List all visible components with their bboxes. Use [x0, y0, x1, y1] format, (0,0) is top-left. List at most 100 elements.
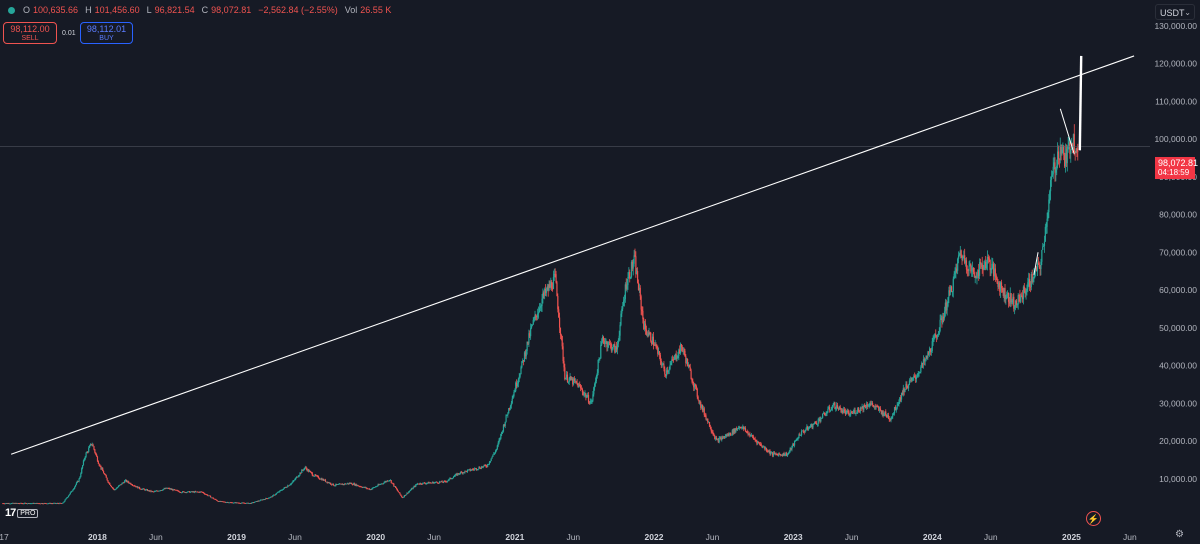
candle-body — [421, 484, 423, 485]
candle-body — [263, 499, 265, 501]
candle-body — [133, 485, 135, 487]
candle-body — [1060, 145, 1062, 154]
candle-body — [1073, 134, 1075, 153]
candle-body — [400, 494, 402, 496]
candle-body — [827, 408, 829, 413]
candle-body — [251, 502, 253, 504]
candle-body — [46, 503, 49, 505]
candle-body — [994, 268, 996, 276]
candle-body — [479, 467, 481, 469]
candle-body — [430, 482, 432, 484]
candle-body — [35, 503, 37, 504]
time-axis[interactable]: 17 2018 Jun 2019 Jun 2020 Jun 2021 Jun 2022 Jun 202… — [0, 532, 1137, 542]
candle-body — [1072, 134, 1075, 150]
candle-body — [930, 350, 932, 353]
candle-body — [398, 492, 400, 493]
time-tick-label: Jun — [984, 532, 998, 542]
candle-body — [389, 480, 391, 481]
currency-select[interactable]: USDT ⌄ — [1155, 4, 1195, 20]
candle-body — [786, 454, 789, 456]
candle-body — [22, 503, 24, 505]
candle-body — [860, 407, 862, 409]
candle-body — [316, 475, 318, 477]
candle-body — [119, 484, 121, 486]
candle-body — [985, 261, 987, 269]
candle-body — [148, 490, 150, 492]
candle-body — [1028, 279, 1030, 283]
candle-body — [663, 364, 665, 369]
candle-body — [283, 487, 285, 489]
candle-body — [1047, 212, 1049, 219]
candle-body — [116, 487, 118, 489]
candle-body — [305, 467, 307, 469]
candle-body — [355, 483, 357, 486]
candle-body — [569, 376, 571, 379]
candle-body — [95, 452, 97, 455]
price-tick-label: 20,000.00 — [1159, 436, 1197, 446]
candle-body — [894, 407, 897, 411]
candle-body — [158, 490, 160, 492]
candle-body — [231, 502, 233, 504]
candle-body — [921, 362, 924, 365]
candle-body — [797, 438, 799, 440]
candle-body — [23, 503, 25, 505]
candle-body — [816, 423, 818, 425]
candle-body — [979, 262, 982, 265]
candle-body — [875, 405, 877, 407]
candle-body — [690, 370, 692, 380]
candle-body — [763, 446, 765, 448]
candle-body — [883, 414, 885, 416]
candle-body — [917, 373, 919, 376]
candle-body — [390, 480, 392, 483]
price-axis[interactable]: 10,000.00 20,000.00 30,000.00 40,000.00 50,0… — [1150, 0, 1200, 544]
candle-body — [697, 396, 699, 400]
candle-body — [75, 482, 78, 485]
trading-view-logo-icon[interactable]: 17 PRO — [5, 506, 50, 520]
candle-body — [936, 335, 938, 338]
candle-body — [558, 317, 561, 328]
gear-icon[interactable]: ⚙ — [1175, 529, 1184, 540]
candle-body — [580, 388, 583, 390]
candle-body — [451, 478, 453, 480]
candle-body — [160, 490, 163, 491]
lightning-icon[interactable]: ⚡ — [1086, 511, 1101, 526]
candle-body — [632, 263, 634, 269]
candle-body — [680, 344, 683, 348]
candle-body — [432, 482, 434, 484]
candle-body — [117, 487, 119, 488]
candle-body — [617, 340, 619, 344]
candle-body — [173, 489, 175, 491]
candle-body — [44, 503, 46, 504]
sell-button[interactable]: 98,112.00 SELL — [3, 22, 57, 44]
candle-body — [129, 483, 131, 484]
sell-price: 98,112.00 — [10, 24, 50, 34]
candle-body — [20, 502, 22, 504]
candle-body — [708, 422, 711, 427]
candle-body — [357, 484, 359, 486]
candle-body — [995, 275, 997, 278]
candle-body — [245, 502, 248, 504]
candle-body — [687, 364, 690, 367]
candle-body — [296, 476, 299, 478]
buy-button[interactable]: 98,112.01 BUY — [80, 22, 133, 44]
candle-body — [160, 490, 162, 491]
candle-body — [453, 476, 455, 477]
candle-body — [765, 448, 768, 451]
candle-body — [684, 350, 686, 357]
candle-body — [560, 335, 562, 336]
candle-body — [952, 278, 954, 292]
candle-body — [450, 477, 452, 479]
candle-body — [85, 452, 87, 457]
candle-body — [111, 487, 113, 489]
candle-body — [191, 491, 193, 493]
candle-body — [652, 336, 655, 346]
candle-body — [892, 413, 894, 417]
candle-body — [743, 426, 745, 430]
candle-body — [128, 482, 130, 484]
candle-body — [494, 452, 496, 454]
candle-body — [195, 491, 198, 493]
price-tick-label: 70,000.00 — [1159, 247, 1197, 257]
candle-body — [152, 491, 154, 493]
candle-body — [198, 491, 200, 493]
